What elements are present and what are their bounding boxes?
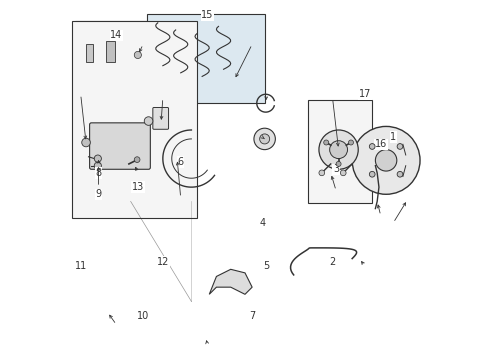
Circle shape <box>260 134 270 144</box>
Circle shape <box>94 155 101 162</box>
Circle shape <box>82 138 90 147</box>
Polygon shape <box>209 269 252 294</box>
Text: 10: 10 <box>137 311 149 321</box>
Text: 16: 16 <box>375 139 387 149</box>
Circle shape <box>369 144 375 149</box>
Circle shape <box>319 130 358 169</box>
Text: 9: 9 <box>96 189 101 199</box>
Circle shape <box>144 117 153 125</box>
FancyBboxPatch shape <box>147 14 265 103</box>
Text: 7: 7 <box>249 311 255 321</box>
Circle shape <box>341 170 346 176</box>
Circle shape <box>369 171 375 177</box>
Circle shape <box>330 141 347 158</box>
Text: 5: 5 <box>263 261 270 271</box>
Circle shape <box>254 128 275 150</box>
Text: 15: 15 <box>201 10 214 20</box>
Text: 11: 11 <box>74 261 87 271</box>
Circle shape <box>397 144 403 149</box>
Text: 3: 3 <box>333 164 339 174</box>
Text: 4: 4 <box>259 218 265 228</box>
FancyBboxPatch shape <box>72 21 197 217</box>
Circle shape <box>348 140 353 145</box>
Text: 14: 14 <box>110 30 122 40</box>
Text: 13: 13 <box>132 182 144 192</box>
Polygon shape <box>86 44 93 62</box>
Text: 8: 8 <box>96 168 101 178</box>
FancyBboxPatch shape <box>153 108 169 129</box>
Circle shape <box>397 171 403 177</box>
Circle shape <box>352 126 420 194</box>
FancyBboxPatch shape <box>90 123 150 169</box>
Circle shape <box>134 157 140 162</box>
Text: 12: 12 <box>157 257 169 267</box>
Circle shape <box>319 170 325 176</box>
Polygon shape <box>106 41 115 62</box>
FancyBboxPatch shape <box>75 21 150 89</box>
Text: 6: 6 <box>178 157 184 167</box>
Text: 2: 2 <box>329 257 336 267</box>
Circle shape <box>375 150 397 171</box>
Circle shape <box>324 140 329 145</box>
FancyBboxPatch shape <box>308 100 372 203</box>
Circle shape <box>134 51 142 59</box>
Text: 1: 1 <box>390 132 396 142</box>
Text: 17: 17 <box>359 89 371 99</box>
Circle shape <box>94 162 101 169</box>
Circle shape <box>336 161 341 166</box>
